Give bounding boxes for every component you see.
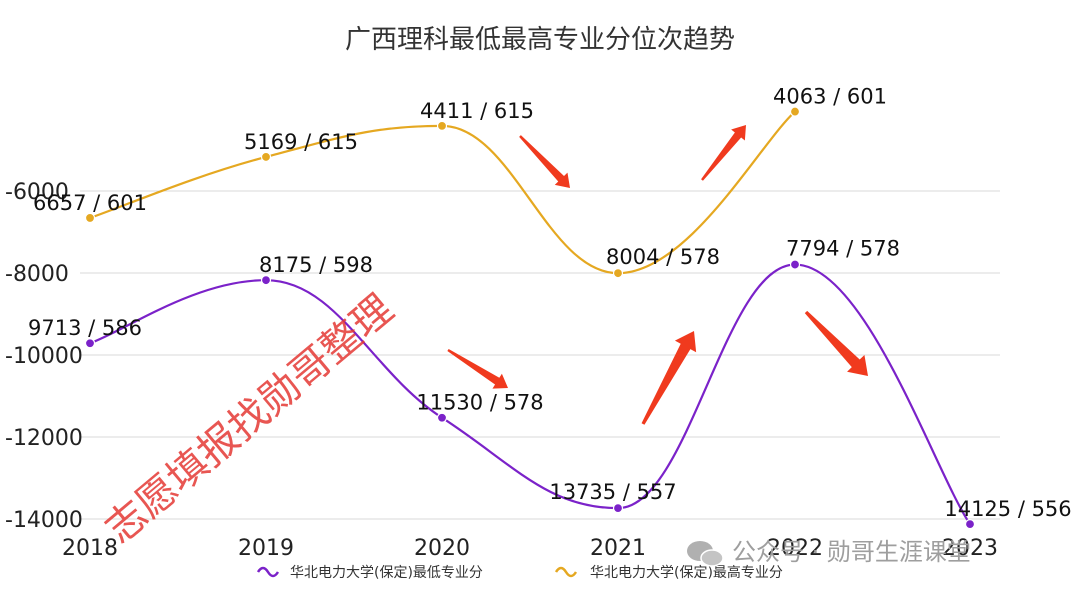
x-tick-label: 2023 — [942, 536, 998, 561]
data-point[interactable] — [260, 275, 272, 286]
legend-swatch-icon — [554, 566, 578, 578]
data-label: 7794 / 578 — [786, 237, 900, 261]
diagonal-watermark: 志愿填报找勋哥整理 — [97, 286, 402, 553]
data-label: 8004 / 578 — [606, 245, 720, 269]
chart-title: 广西理科最低最高专业分位次趋势 — [345, 25, 735, 55]
y-tick-label: -8000 — [5, 262, 69, 287]
y-tick-label: -10000 — [5, 344, 83, 369]
legend-swatch-icon — [256, 566, 280, 578]
data-point[interactable] — [789, 106, 801, 117]
data-point[interactable] — [612, 503, 624, 514]
data-point[interactable] — [964, 519, 976, 530]
data-labels: 9713 / 586 8175 / 598 11530 / 578 13735 / 5… — [28, 85, 1072, 522]
data-point[interactable] — [84, 212, 96, 224]
data-point[interactable] — [789, 259, 801, 270]
data-label: 4411 / 615 — [420, 99, 534, 123]
legend-item-min[interactable]: 华北电力大学(保定)最低专业分 — [256, 565, 483, 581]
wechat-icon — [687, 541, 724, 567]
gridlines — [80, 190, 1000, 520]
trend-arrow — [519, 135, 570, 188]
trend-arrows — [447, 125, 868, 425]
x-tick-label: 2019 — [238, 536, 294, 561]
data-point[interactable] — [260, 151, 272, 163]
y-tick-label: -12000 — [5, 426, 83, 451]
data-point[interactable] — [436, 120, 448, 131]
y-tick-label: -14000 — [5, 508, 83, 533]
x-tick-label: 2022 — [767, 536, 823, 561]
footer-watermark: 公众号 · 勋哥生涯课堂 — [732, 538, 971, 566]
legend-label: 华北电力大学(保定)最低专业分 — [290, 565, 483, 581]
data-label: 9713 / 586 — [28, 316, 142, 340]
x-axis-ticks: 2018 2019 2020 2021 2022 2023 — [62, 536, 998, 561]
data-label: 4063 / 601 — [773, 85, 887, 109]
series-line-max — [89, 110, 796, 275]
x-tick-label: 2020 — [414, 536, 470, 561]
data-label: 13735 / 557 — [549, 480, 676, 504]
y-tick-label: -6000 — [5, 180, 69, 205]
data-point[interactable] — [84, 338, 96, 349]
data-point[interactable] — [612, 268, 624, 279]
data-point[interactable] — [436, 412, 448, 423]
trend-arrow — [701, 125, 746, 181]
footer-watermark-group: 公众号 · 勋哥生涯课堂 — [687, 538, 971, 567]
trend-arrow — [641, 331, 697, 425]
legend-label: 华北电力大学(保定)最高专业分 — [590, 564, 783, 581]
y-axis-ticks: -6000 -8000 -10000 -12000 -14000 — [5, 180, 83, 533]
data-label: 6657 / 601 — [33, 191, 147, 215]
trend-arrow — [447, 348, 508, 389]
data-label: 11530 / 578 — [416, 391, 543, 415]
data-points — [84, 106, 976, 530]
x-tick-label: 2021 — [590, 536, 646, 561]
trend-arrow — [804, 310, 868, 376]
data-label: 5169 / 615 — [244, 130, 358, 154]
legend-item-max[interactable]: 华北电力大学(保定)最高专业分 — [554, 564, 783, 581]
data-label: 14125 / 556 — [944, 497, 1071, 521]
x-tick-label: 2018 — [62, 536, 118, 561]
data-label: 8175 / 598 — [259, 253, 373, 277]
legend[interactable]: 华北电力大学(保定)最低专业分 华北电力大学(保定)最高专业分 — [256, 564, 783, 581]
